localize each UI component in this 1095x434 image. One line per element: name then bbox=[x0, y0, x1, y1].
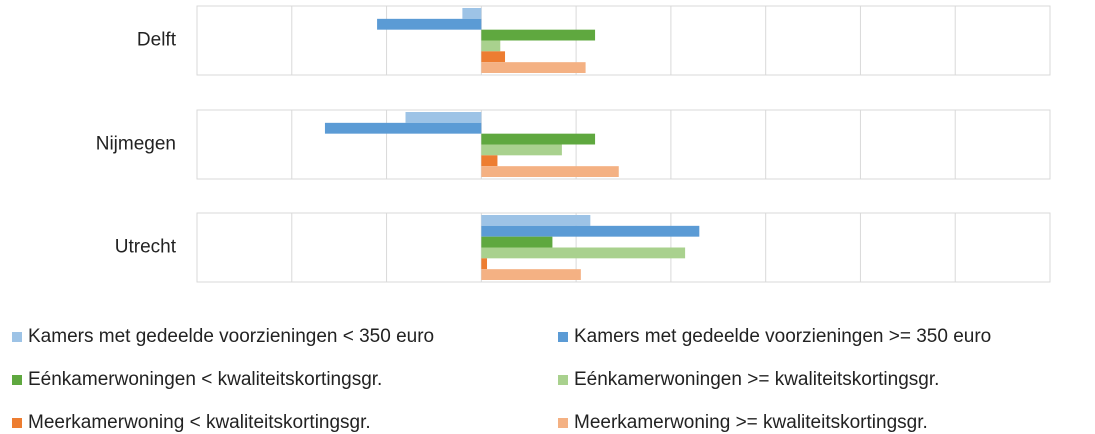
legend-label: Meerkamerwoning < kwaliteitskortingsgr. bbox=[28, 412, 371, 433]
panel bbox=[196, 109, 1051, 180]
bar bbox=[481, 29, 596, 41]
legend-label: Kamers met gedeelde voorzieningen < 350 … bbox=[28, 326, 434, 347]
bar bbox=[481, 40, 501, 52]
legend-swatch bbox=[12, 418, 22, 428]
panel bbox=[196, 5, 1051, 76]
legend-label: Eénkamerwoningen < kwaliteitskortingsgr. bbox=[28, 369, 382, 390]
bar bbox=[481, 258, 488, 270]
category-label: Utrecht bbox=[115, 237, 177, 258]
bar bbox=[405, 112, 482, 123]
bar bbox=[481, 236, 553, 248]
legend-swatch bbox=[12, 332, 22, 342]
bar bbox=[462, 8, 482, 19]
bar bbox=[481, 247, 686, 259]
legend-label: Kamers met gedeelde voorzieningen >= 350… bbox=[574, 326, 991, 347]
category-label: Delft bbox=[137, 30, 177, 51]
bar bbox=[481, 269, 581, 280]
bar bbox=[481, 155, 498, 167]
bar bbox=[481, 51, 506, 63]
bar bbox=[481, 166, 619, 177]
legend-swatch bbox=[558, 418, 568, 428]
bar bbox=[481, 225, 700, 237]
bar bbox=[481, 144, 562, 156]
legend-swatch bbox=[558, 332, 568, 342]
legend-label: Meerkamerwoning >= kwaliteitskortingsgr. bbox=[574, 412, 928, 433]
bar bbox=[481, 133, 596, 145]
legend-swatch bbox=[12, 375, 22, 385]
bar bbox=[377, 18, 482, 30]
legend-label: Eénkamerwoningen >= kwaliteitskortingsgr… bbox=[574, 369, 939, 390]
legend-swatch bbox=[558, 375, 568, 385]
bar bbox=[481, 215, 591, 226]
bar bbox=[324, 122, 482, 134]
category-label: Nijmegen bbox=[96, 134, 176, 155]
bar bbox=[481, 62, 586, 73]
